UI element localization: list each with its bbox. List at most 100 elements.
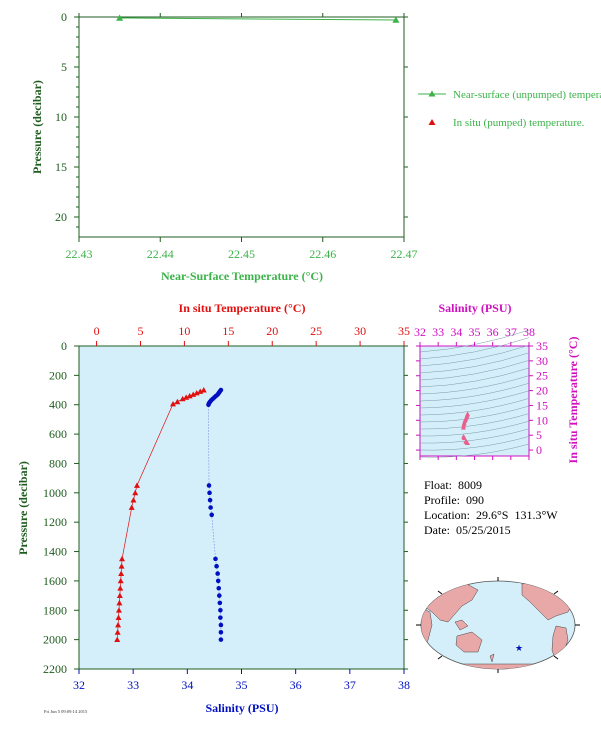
salinity-point: [207, 497, 213, 503]
legend-label-near-surface: Near-surface (unpumped) temperature.: [453, 89, 601, 101]
temperature-point: [117, 577, 124, 584]
salinity-tick-label: 38: [398, 678, 410, 692]
ts-points: [461, 411, 470, 445]
salinity-point: [206, 402, 211, 408]
ts-point: [461, 425, 466, 430]
salinity-point: [218, 615, 223, 620]
date: Date: 05/25/2015: [424, 523, 511, 537]
pressure-tick-label: 200: [49, 368, 67, 382]
pressure-tick-label: 800: [49, 456, 67, 470]
near-surface-ytick-label: 10: [55, 110, 67, 124]
temperature-point: [116, 592, 123, 598]
ts-density-contour: [419, 398, 530, 416]
salinity-point: [218, 607, 223, 613]
temp-tick-label: 20: [266, 324, 278, 338]
ts-ytick-label: 25: [536, 369, 548, 383]
salinity-point: [215, 578, 221, 584]
temp-tick-label: 15: [222, 324, 234, 338]
pressure-tick-label: 2000: [43, 633, 67, 647]
ts-xtick-label: 34: [450, 325, 462, 339]
ts-ytick-label: 5: [536, 428, 542, 442]
ts-density-contour: [419, 428, 530, 444]
ts-density-contour: [419, 344, 530, 367]
salinity-tick-label: 37: [344, 678, 356, 692]
main-top-xlabel: In situ Temperature (°C): [179, 301, 306, 315]
ts-xtick-label: 32: [414, 325, 426, 339]
ts-density-contour: [419, 367, 530, 388]
temperature-point: [117, 585, 124, 591]
salinity-point: [216, 585, 222, 591]
temperature-point: [114, 636, 121, 643]
float-id: Float: 8009: [424, 478, 483, 492]
pressure-tick-label: 2200: [43, 662, 67, 676]
temperature-point: [193, 389, 200, 396]
main-ticks: 0 5 10 15 20 25 30 35 32 33 34 35 36 37 38 0 200 400 600 80…: [43, 324, 410, 692]
salinity-tick-label: 36: [290, 678, 302, 692]
ts-density-contour: [419, 413, 530, 430]
temp-tick-label: 30: [354, 324, 366, 338]
temperature-point: [130, 497, 137, 503]
salinity-point: [208, 505, 213, 510]
near-surface-ticks: 22.43 22.44 22.45 22.46 22.47 0 5 10 15 20: [55, 10, 418, 261]
temperature-point: [133, 482, 140, 488]
pressure-tick-label: 400: [49, 398, 67, 412]
map-graticule: [416, 577, 580, 673]
pressure-tick-label: 600: [49, 427, 67, 441]
ts-ytick-label: 30: [536, 354, 548, 368]
ts-density-contour: [419, 352, 530, 374]
temp-tick-label: 25: [310, 324, 322, 338]
legend: Near-surface (unpumped) temperature. In …: [418, 89, 601, 129]
temperature-point: [200, 387, 207, 393]
ts-density-contour: [419, 382, 530, 402]
pressure-tick-label: 1800: [43, 603, 67, 617]
temperature-point: [115, 614, 122, 621]
salinity-point: [217, 600, 223, 606]
near-surface-ytick-label: 20: [55, 210, 67, 224]
temp-tick-label: 10: [178, 324, 190, 338]
pressure-tick-label: 0: [61, 339, 67, 353]
ts-ylabel: In situ Temperature (°C): [566, 337, 580, 464]
temperature-point: [118, 570, 125, 576]
ts-point: [462, 435, 467, 441]
near-surface-panel: 22.43 22.44 22.45 22.46 22.47 0 5 10 15 20 Pressu…: [30, 10, 601, 283]
salinity-point: [215, 571, 220, 576]
temperature-point: [115, 607, 122, 613]
ts-xtick-label: 38: [523, 325, 535, 339]
world-map: ★: [416, 577, 580, 673]
profile-number: Profile: 090: [424, 493, 484, 507]
ts-ytick-label: 35: [536, 339, 548, 353]
ts-ytick-label: 20: [536, 384, 548, 398]
float-location-star: ★: [515, 643, 523, 653]
salinity-point: [216, 593, 222, 598]
main-ylabel: Pressure (decibar): [16, 461, 30, 555]
salinity-tick-label: 35: [236, 678, 248, 692]
map-indonesia: [454, 619, 469, 631]
salinity-tick-label: 32: [73, 678, 85, 692]
legend-label-in-situ: In situ (pumped) temperature.: [453, 117, 585, 129]
map-australia: [455, 631, 483, 653]
salinity-point: [209, 512, 215, 518]
salinity-point: [218, 637, 224, 642]
main-profile-panel: 0 5 10 15 20 25 30 35 32 33 34 35 36 37 38 0 200 400 600 80…: [16, 301, 410, 715]
ts-density-contour: [419, 375, 530, 395]
near-surface-ytick-label: 0: [61, 10, 67, 24]
pressure-tick-label: 1400: [43, 545, 67, 559]
legend-marker-in-situ: [428, 119, 436, 125]
near-surface-line: [119, 17, 396, 21]
main-bottom-xlabel: Salinity (PSU): [205, 701, 278, 715]
near-surface-xlabel: Near-Surface Temperature (°C): [161, 269, 323, 283]
salinity-point: [207, 490, 212, 496]
near-surface-xtick-label: 22.43: [66, 247, 93, 261]
ts-density-contour: [419, 360, 530, 381]
ts-ytick-label: 15: [536, 398, 548, 412]
legend-marker-near-surface: [428, 90, 436, 97]
temperature-point: [174, 398, 181, 405]
near-surface-xtick-label: 22.45: [228, 247, 255, 261]
temp-tick-label: 0: [94, 324, 100, 338]
salinity-point: [218, 622, 224, 628]
salinity-point: [214, 563, 219, 569]
temp-tick-label: 5: [137, 324, 143, 338]
near-surface-series: [116, 14, 400, 23]
